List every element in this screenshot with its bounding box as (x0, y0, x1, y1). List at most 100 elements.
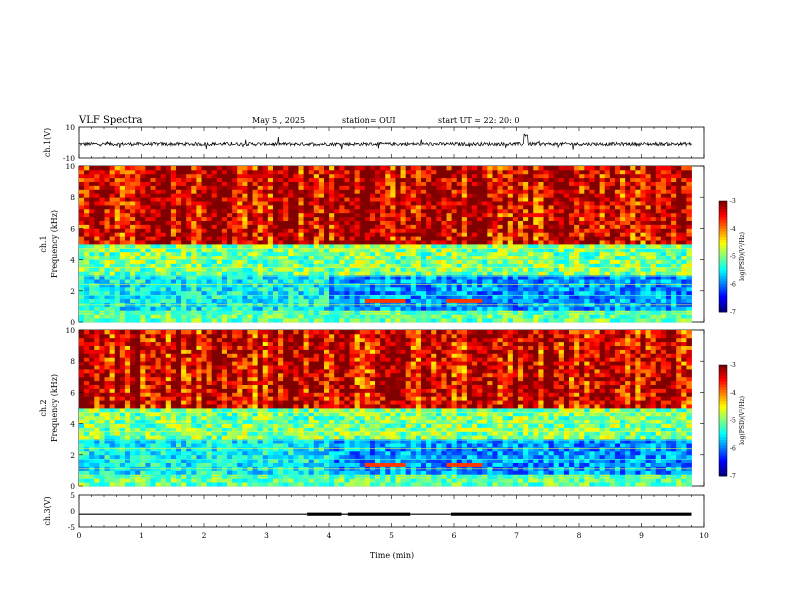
spectrogram-cell (242, 166, 248, 171)
spectrogram-cell (298, 173, 304, 179)
spectrogram-cell (405, 181, 412, 186)
spectrogram-cell (614, 251, 621, 257)
spectrogram-cell (150, 294, 156, 299)
spectrogram-cell (278, 283, 284, 288)
spectrogram-cell (119, 298, 126, 303)
spectrogram-cell (538, 251, 544, 257)
spectrogram-cell (364, 263, 371, 268)
spectrogram-cell (451, 267, 458, 272)
spectrogram-cell (441, 244, 447, 249)
spectrogram-cell (466, 286, 473, 292)
spectrogram-cell (405, 205, 412, 210)
spectrogram-cell (354, 212, 361, 218)
spectrogram-cell (124, 294, 131, 299)
spectrogram-cell (99, 259, 105, 264)
spectrogram-cell (574, 177, 580, 182)
spectrogram-cell (181, 290, 187, 296)
spectrogram-cell (400, 298, 407, 303)
spectrogram-cell (119, 294, 126, 299)
spectrogram-cell (609, 251, 616, 257)
spectrogram-cell (431, 255, 437, 260)
spectrogram-cell (324, 263, 330, 268)
spectrogram-cell (589, 298, 595, 303)
spectrogram-cell (517, 306, 524, 311)
spectrogram-cell (609, 216, 616, 221)
spectrogram-cell (569, 271, 575, 276)
spectrogram-cell (94, 267, 100, 272)
spectrogram-cell (589, 193, 595, 198)
spectrogram-cell (375, 298, 381, 303)
spectrogram-cell (385, 286, 391, 292)
spectrogram-cell (278, 173, 284, 179)
spectrogram-cell (482, 286, 488, 292)
spectrogram-cell (124, 177, 131, 182)
spectrogram-cell (242, 224, 248, 229)
spectrogram-cell (89, 166, 95, 171)
spectrogram-cell (512, 294, 519, 299)
spectrogram-cell (369, 228, 376, 233)
spectrogram-cell (170, 228, 177, 233)
spectrogram-cell (339, 228, 345, 233)
spectrogram-cell (512, 177, 519, 182)
spectrogram-cell (569, 193, 575, 198)
spectrogram-cell (650, 283, 657, 288)
spectrogram-cell (232, 251, 238, 257)
spectrogram-cell (181, 244, 187, 249)
spectrogram-cell (569, 177, 575, 182)
spectrogram-cell (170, 247, 177, 253)
spectrogram-cell (528, 267, 534, 272)
spectrogram-cell (232, 271, 238, 276)
spectrogram-cell (130, 232, 136, 237)
spectrogram-cell (237, 244, 243, 249)
spectrogram-cell (206, 314, 213, 319)
spectrogram-cell (441, 173, 447, 179)
spectrogram-cell (227, 244, 233, 249)
spectrogram-cell (257, 267, 264, 272)
spectrogram-cell (283, 294, 289, 299)
spectrogram-cell (175, 216, 182, 221)
spectrogram-cell (339, 205, 345, 210)
spectrogram-cell (242, 208, 248, 214)
spectrogram-cell (94, 177, 100, 182)
spectrogram-cell (400, 208, 407, 214)
spectrogram-cell (609, 244, 616, 249)
spectrogram-cell (466, 173, 473, 179)
spectrogram-cell (466, 216, 473, 221)
spectrogram-cell (446, 306, 452, 311)
spectrogram-cell (466, 177, 473, 182)
spectrogram-cell (502, 263, 509, 268)
spectrogram-cell (227, 314, 233, 319)
spectrogram-cell (650, 294, 657, 299)
spectrogram-cell (278, 275, 284, 280)
spectrogram-cell (620, 232, 626, 237)
spectrogram-cell (477, 236, 483, 241)
spectrogram-cell (375, 166, 381, 171)
spectrogram-cell (109, 298, 116, 303)
spectrogram-cell (461, 216, 468, 221)
spectrogram-cell (405, 244, 412, 249)
spectrogram-cell (441, 236, 447, 241)
spectrogram-cell (415, 255, 422, 260)
spectrogram-cell (313, 240, 320, 245)
spectrogram-cell (625, 267, 631, 272)
spectrogram-cell (206, 220, 213, 225)
spectrogram-cell (334, 298, 340, 303)
spectrogram-cell (415, 169, 422, 175)
spectrogram-cell (119, 201, 126, 206)
spectrogram-cell (487, 298, 493, 303)
spectrogram-cell (288, 286, 294, 292)
spectrogram-cell (104, 267, 111, 272)
spectrogram-cell (441, 185, 447, 190)
spectrogram-cell (569, 169, 575, 175)
spectrogram-cell (584, 232, 590, 237)
spectrogram-cell (630, 290, 636, 296)
spectrogram-cell (507, 197, 514, 202)
spectrogram-cell (267, 306, 274, 311)
spectrogram-cell (553, 177, 560, 182)
spectrogram-cell (354, 286, 361, 292)
spectrogram-cell (477, 201, 483, 206)
spectrogram-cell (645, 169, 652, 175)
spectrogram-cell (160, 294, 167, 299)
spectrogram-cell (196, 197, 202, 202)
spectrogram-cell (89, 298, 95, 303)
